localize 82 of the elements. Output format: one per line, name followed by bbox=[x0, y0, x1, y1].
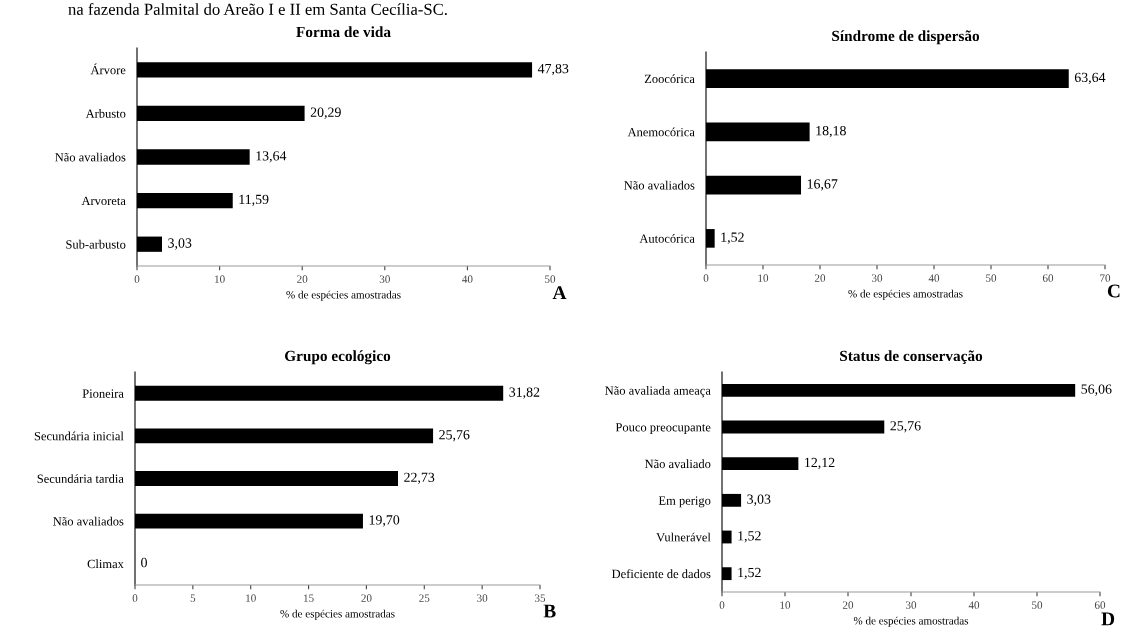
x-tick-label: 0 bbox=[134, 275, 140, 283]
chart-title: Status de conservação bbox=[840, 350, 983, 365]
x-axis-title: % de espécies amostradas bbox=[848, 289, 963, 300]
x-tick-label: 10 bbox=[780, 601, 791, 609]
y-tick-label: Pouco preocupante bbox=[615, 423, 711, 434]
x-tick-label: 20 bbox=[297, 275, 308, 283]
x-tick-label: 40 bbox=[968, 601, 980, 609]
x-tick-label: 20 bbox=[842, 601, 854, 609]
text: na fazenda Palmital do Areão I e II em Santa Cecília-SC. bbox=[68, 3, 447, 15]
y-tick-label: Secundária tardia bbox=[37, 474, 124, 483]
data-label: 25,76 bbox=[890, 421, 921, 433]
x-tick-label: 70 bbox=[1100, 274, 1111, 282]
x-tick-label: 10 bbox=[758, 274, 769, 282]
y-tick-label: Não avaliados bbox=[55, 152, 126, 162]
data-label: 0 bbox=[141, 557, 147, 568]
data-label: 16,67 bbox=[807, 179, 838, 191]
x-tick-label: 40 bbox=[928, 274, 940, 282]
x-axis-title: % de espécies amostradas bbox=[286, 290, 401, 301]
x-tick-label: 30 bbox=[477, 594, 488, 602]
y-tick-label: Climax bbox=[87, 559, 124, 569]
x-tick-label: 0 bbox=[703, 274, 709, 282]
y-tick-label: Não avaliado bbox=[644, 459, 711, 469]
y-tick-label: Não avaliada ameaça bbox=[605, 386, 711, 398]
chart-title: Forma de vida bbox=[296, 26, 391, 38]
text: B bbox=[543, 604, 556, 618]
y-tick-label: Autocórica bbox=[639, 234, 695, 243]
x-tick-label: 50 bbox=[545, 275, 556, 283]
x-axis-title: % de espécies amostradas bbox=[280, 609, 395, 620]
data-label: 31,82 bbox=[509, 387, 540, 399]
y-tick-label: Arvoreta bbox=[81, 196, 126, 206]
y-tick-label: Em perigo bbox=[658, 496, 711, 508]
data-label: 1,52 bbox=[738, 567, 761, 580]
data-label: 56,06 bbox=[1081, 384, 1112, 396]
y-tick-label: Anemocórica bbox=[627, 127, 695, 137]
y-tick-label: Zoocórica bbox=[644, 74, 695, 84]
x-tick-label: 30 bbox=[871, 274, 883, 282]
chart-title: Síndrome de dispersão bbox=[832, 30, 980, 45]
text: A bbox=[552, 286, 567, 300]
y-tick-label: Arbusto bbox=[85, 109, 126, 118]
x-tick-label: 0 bbox=[719, 601, 725, 609]
x-tick-label: 50 bbox=[1032, 601, 1043, 609]
data-label: 63,64 bbox=[1074, 72, 1106, 85]
data-label: 25,76 bbox=[439, 430, 470, 442]
x-tick-label: 10 bbox=[215, 275, 225, 283]
y-tick-label: Não avaliados bbox=[624, 180, 695, 190]
data-label: 47,83 bbox=[537, 63, 569, 76]
data-label: 22,73 bbox=[404, 472, 435, 484]
x-tick-label: 40 bbox=[462, 275, 473, 283]
x-tick-label: 20 bbox=[361, 594, 372, 602]
text: D bbox=[1101, 612, 1115, 626]
data-label: 3,03 bbox=[168, 238, 192, 250]
data-label: 1,52 bbox=[721, 232, 744, 244]
text: C bbox=[1107, 284, 1120, 298]
y-tick-label: Secundária inicial bbox=[34, 431, 124, 441]
data-label: 13,64 bbox=[256, 151, 287, 163]
y-tick-label: Não avaliados bbox=[53, 516, 124, 526]
data-label: 19,70 bbox=[369, 515, 400, 527]
x-tick-label: 0 bbox=[132, 594, 138, 602]
x-tick-label: 50 bbox=[986, 274, 997, 282]
data-label: 18,18 bbox=[816, 125, 846, 138]
x-tick-label: 60 bbox=[1094, 601, 1106, 609]
chart-title: Grupo ecológico bbox=[284, 350, 391, 365]
x-tick-label: 5 bbox=[190, 594, 196, 602]
y-tick-label: Árvore bbox=[90, 63, 126, 75]
x-tick-label: 60 bbox=[1042, 274, 1054, 282]
x-tick-label: 15 bbox=[303, 594, 314, 602]
data-label: 1,52 bbox=[738, 531, 761, 543]
y-tick-label: Vulnerável bbox=[656, 532, 711, 542]
x-tick-label: 30 bbox=[905, 601, 917, 609]
x-tick-label: 30 bbox=[379, 275, 390, 283]
x-tick-label: 20 bbox=[814, 274, 826, 282]
y-tick-label: Pioneira bbox=[82, 389, 124, 398]
data-label: 12,12 bbox=[805, 457, 835, 470]
data-label: 11,59 bbox=[239, 194, 269, 207]
x-tick-label: 25 bbox=[419, 594, 430, 602]
data-label: 20,29 bbox=[310, 107, 341, 119]
data-label: 3,03 bbox=[747, 494, 771, 506]
y-tick-label: Deficiente de dados bbox=[611, 569, 711, 579]
x-axis-title: % de espécies amostradas bbox=[853, 616, 969, 627]
x-tick-label: 10 bbox=[246, 594, 256, 602]
y-tick-label: Sub-arbusto bbox=[66, 239, 126, 249]
x-tick-label: 35 bbox=[534, 594, 546, 602]
